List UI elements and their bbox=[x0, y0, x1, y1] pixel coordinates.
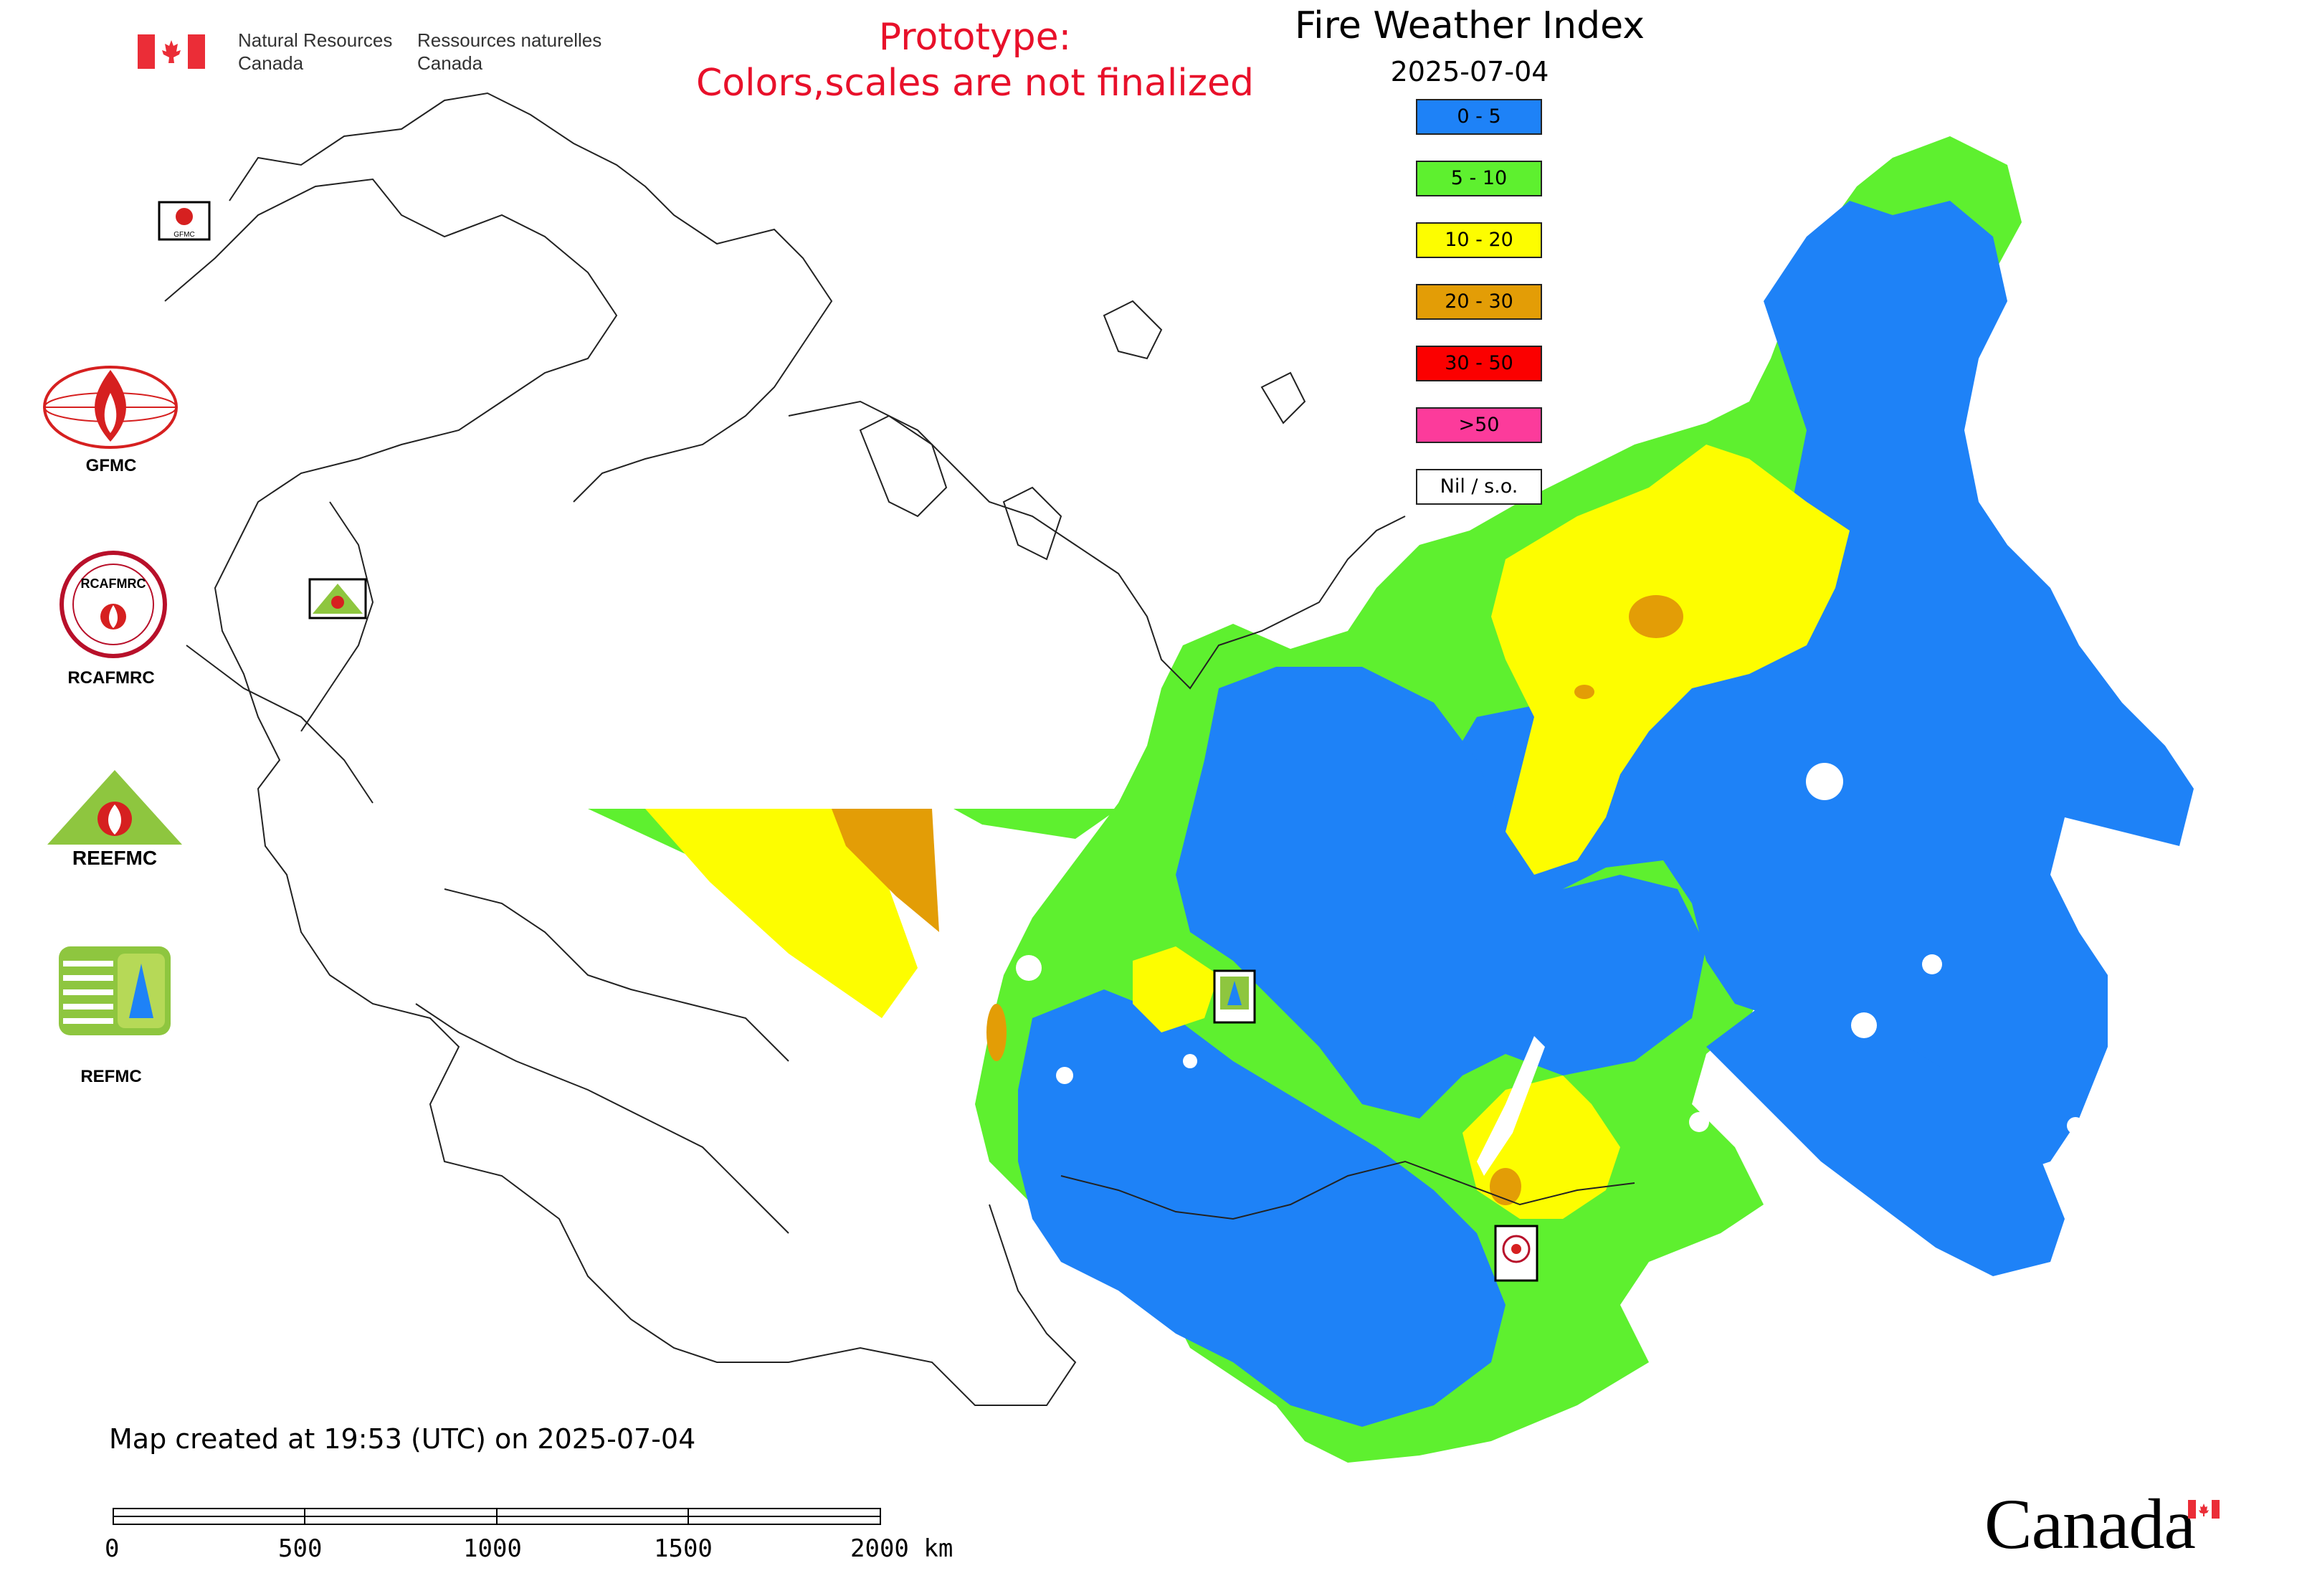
reefmc-logo[interactable]: REEFMC bbox=[39, 767, 191, 869]
map-created-timestamp: Map created at 19:53 (UTC) on 2025-07-04 bbox=[109, 1423, 696, 1455]
center-marker-reefmc[interactable] bbox=[308, 578, 367, 619]
fwi-zone-blue-center bbox=[1176, 667, 1706, 1118]
fwi-nil-dot bbox=[1922, 954, 1942, 974]
gfmc-label: GFMC bbox=[85, 456, 137, 475]
legend-item-20-30: 20 - 30 bbox=[1416, 284, 1542, 320]
fwi-streak-orange bbox=[832, 809, 939, 932]
center-marker-refmc[interactable] bbox=[1213, 969, 1256, 1024]
fwi-raster bbox=[588, 136, 2194, 1463]
scale-label-2000: 2000 km bbox=[850, 1534, 953, 1563]
map-date: 2025-07-04 bbox=[1390, 56, 1549, 87]
fwi-zone-orange-1 bbox=[1629, 595, 1683, 638]
svg-text:GFMC: GFMC bbox=[173, 231, 194, 239]
fwi-zone-blue-east bbox=[1434, 201, 2194, 1176]
fwi-nil-dot bbox=[1806, 763, 1843, 800]
legend-item-30-50: 30 - 50 bbox=[1416, 346, 1542, 381]
legend-item-5-10: 5 - 10 bbox=[1416, 161, 1542, 196]
fwi-zone-orange-4 bbox=[986, 1004, 1007, 1061]
scale-bar bbox=[113, 1508, 881, 1525]
fwi-nil-baikal bbox=[1477, 1036, 1545, 1176]
legend-item-10-20: 10 - 20 bbox=[1416, 222, 1542, 258]
canada-wordmark: Canada bbox=[1984, 1484, 2196, 1564]
rcafmrc-logo[interactable]: RCAFMRC bbox=[57, 551, 169, 658]
fwi-zone-blue-southeast bbox=[1706, 1004, 2065, 1276]
fwi-nil-dot bbox=[1183, 1054, 1197, 1068]
fwi-nil-dot bbox=[2067, 1117, 2084, 1134]
department-name-en: Natural Resources Canada bbox=[238, 29, 393, 74]
fwi-nil-dot bbox=[1689, 1112, 1709, 1132]
svg-text:RCAFMRC: RCAFMRC bbox=[81, 576, 146, 591]
refmc-label: REFMC bbox=[80, 1067, 142, 1086]
scale-label-500: 500 bbox=[278, 1534, 323, 1563]
refmc-logo[interactable] bbox=[59, 946, 171, 1035]
fwi-streak-yellow bbox=[645, 809, 918, 1018]
fwi-zone-blue-southwest bbox=[1018, 989, 1506, 1427]
scale-label-0: 0 bbox=[105, 1534, 120, 1563]
department-name-fr: Ressources naturelles Canada bbox=[417, 29, 602, 74]
legend-item-nil: Nil / s.o. bbox=[1416, 469, 1542, 505]
prototype-notice: Prototype: Colors,scales are not finaliz… bbox=[695, 16, 1255, 105]
fwi-nil-dot bbox=[1016, 955, 1042, 981]
center-marker-gfmc[interactable]: GFMC bbox=[158, 201, 211, 241]
legend-item-0-5: 0 - 5 bbox=[1416, 99, 1542, 135]
scale-label-1000: 1000 bbox=[463, 1534, 522, 1563]
svg-text:REEFMC: REEFMC bbox=[72, 847, 157, 868]
fwi-zone-orange-2 bbox=[1574, 685, 1594, 699]
fwi-zone-yellow-northeast bbox=[1491, 445, 1850, 875]
scale-label-1500: 1500 bbox=[654, 1534, 713, 1563]
map-title: Fire Weather Index bbox=[1295, 4, 1645, 47]
canada-flag-icon bbox=[138, 34, 205, 69]
country-borders bbox=[164, 92, 1635, 1406]
rcafmrc-label: RCAFMRC bbox=[67, 668, 155, 688]
fwi-zone-yellow-west bbox=[1133, 946, 1219, 1032]
legend-item-gt-50: >50 bbox=[1416, 407, 1542, 443]
fwi-streak-green-right bbox=[953, 809, 1118, 839]
fwi-nil-dot bbox=[1851, 1012, 1877, 1038]
center-marker-rcafmrc[interactable] bbox=[1494, 1225, 1538, 1282]
canada-wordmark-flag-icon bbox=[2188, 1500, 2220, 1519]
gfmc-logo[interactable] bbox=[42, 364, 179, 450]
fwi-nil-dot bbox=[1056, 1067, 1073, 1084]
